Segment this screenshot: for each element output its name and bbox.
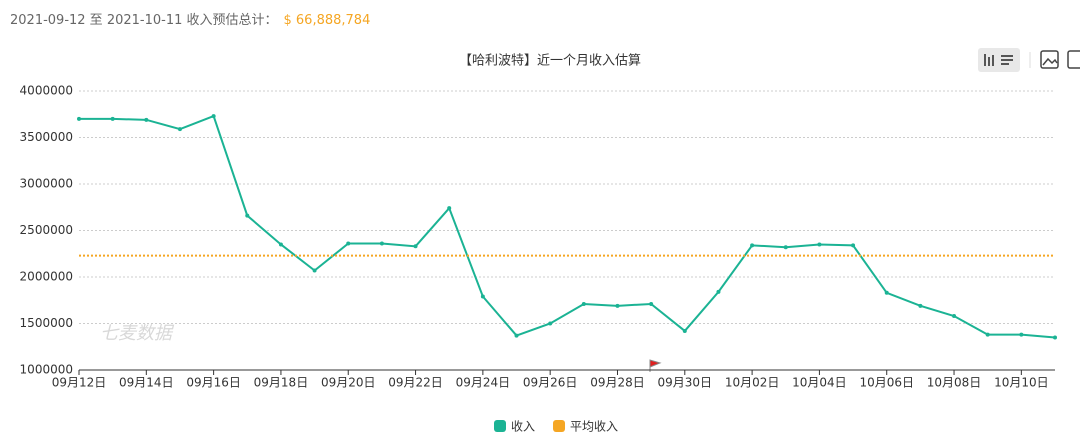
x-tick-label: 09月18日 — [254, 376, 309, 390]
y-tick-label: 1500000 — [20, 316, 73, 330]
y-tick-label: 4000000 — [20, 84, 73, 98]
y-tick-label: 2500000 — [20, 223, 73, 237]
x-tick-label: 09月24日 — [456, 376, 511, 390]
revenue-point — [1019, 332, 1024, 337]
x-tick-label: 09月22日 — [388, 376, 443, 390]
revenue-point — [682, 328, 687, 333]
revenue-point — [985, 332, 990, 337]
revenue-point — [245, 213, 250, 218]
x-tick-label: 09月14日 — [119, 376, 174, 390]
revenue-point — [379, 241, 384, 246]
revenue-point — [77, 116, 81, 121]
image-icon[interactable] — [1040, 50, 1059, 69]
revenue-point — [144, 117, 149, 122]
revenue-point — [783, 245, 788, 250]
revenue-point — [278, 242, 283, 247]
revenue-point — [346, 241, 351, 246]
revenue-point — [581, 301, 586, 306]
x-tick-label: 09月30日 — [658, 376, 713, 390]
revenue-point — [110, 116, 115, 121]
revenue-point — [952, 314, 957, 319]
summary: 2021-09-12 至 2021-10-11 收入预估总计： $ 66,888,… — [10, 9, 370, 28]
x-tick-label: 10月10日 — [994, 376, 1049, 390]
x-tick-label: 10月08日 — [927, 376, 982, 390]
summary-label: 2021-09-12 至 2021-10-11 收入预估总计： — [10, 13, 278, 28]
revenue-point — [514, 333, 519, 338]
revenue-point — [918, 303, 923, 308]
flag-icon — [649, 359, 662, 372]
x-tick-label: 09月26日 — [523, 376, 578, 390]
revenue-point — [548, 321, 553, 326]
revenue-point — [177, 127, 182, 132]
legend-label[interactable]: 平均收入 — [570, 420, 618, 434]
revenue-point — [211, 114, 216, 119]
watermark: 七麦数据 — [100, 323, 175, 344]
toggle-icon[interactable] — [984, 54, 1013, 66]
legend-swatch[interactable] — [553, 420, 566, 432]
revenue-point — [1053, 335, 1057, 340]
summary-total: $ 66,888,784 — [283, 13, 371, 28]
download-icon[interactable] — [1067, 50, 1080, 69]
legend-swatch[interactable] — [494, 420, 506, 432]
y-tick-label: 1000000 — [20, 363, 73, 377]
revenue-point — [884, 290, 889, 295]
x-tick-label: 09月20日 — [321, 376, 376, 390]
x-tick-label: 10月04日 — [792, 376, 847, 390]
x-tick-label: 10月02日 — [725, 376, 780, 390]
revenue-point — [312, 268, 317, 273]
x-tick-label: 09月28日 — [590, 376, 645, 390]
revenue-point — [480, 294, 485, 299]
x-tick-label: 10月06日 — [859, 376, 914, 390]
revenue-point — [615, 303, 620, 308]
revenue-point — [716, 289, 721, 294]
revenue-point — [817, 242, 822, 247]
revenue-point — [413, 244, 418, 249]
y-tick-label: 3500000 — [20, 130, 73, 144]
revenue-line — [79, 114, 1056, 339]
toolbar[interactable] — [978, 48, 1080, 72]
legend-label[interactable]: 收入 — [511, 420, 535, 434]
chart-title: 【哈利波特】近一个月收入估算 — [459, 54, 641, 69]
image-icon-mark — [1042, 57, 1058, 66]
revenue-point — [447, 206, 452, 211]
y-tick-label: 2000000 — [20, 270, 73, 284]
revenue-point — [750, 243, 755, 248]
y-tick-label: 3000000 — [20, 177, 73, 191]
x-tick-label: 09月16日 — [186, 376, 241, 390]
revenue-point — [851, 243, 856, 248]
revenue-point — [649, 301, 654, 306]
x-tick-label: 09月12日 — [52, 376, 107, 390]
